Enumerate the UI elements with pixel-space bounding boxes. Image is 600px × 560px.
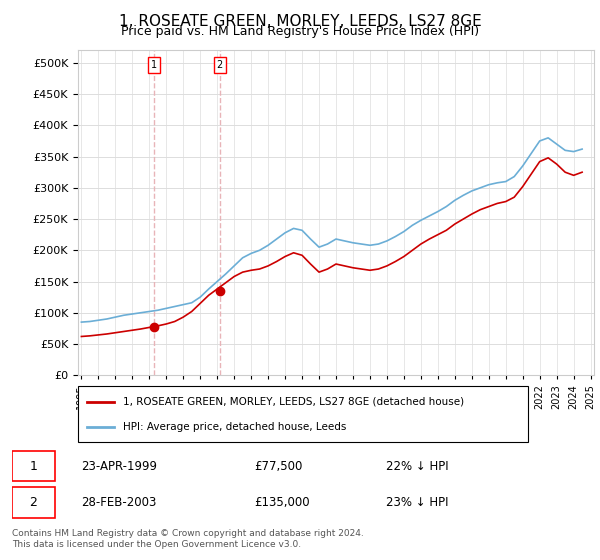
Text: 1: 1 [29, 460, 37, 473]
Text: 1, ROSEATE GREEN, MORLEY, LEEDS, LS27 8GE: 1, ROSEATE GREEN, MORLEY, LEEDS, LS27 8G… [119, 14, 481, 29]
Text: £77,500: £77,500 [254, 460, 302, 473]
Text: 28-FEB-2003: 28-FEB-2003 [81, 496, 157, 509]
FancyBboxPatch shape [12, 487, 55, 518]
Text: 1: 1 [151, 60, 157, 70]
Text: 23-APR-1999: 23-APR-1999 [81, 460, 157, 473]
Text: 22% ↓ HPI: 22% ↓ HPI [386, 460, 449, 473]
Text: 2: 2 [29, 496, 37, 509]
Text: HPI: Average price, detached house, Leeds: HPI: Average price, detached house, Leed… [123, 422, 346, 432]
Text: 2: 2 [217, 60, 223, 70]
FancyBboxPatch shape [12, 451, 55, 482]
Text: Price paid vs. HM Land Registry's House Price Index (HPI): Price paid vs. HM Land Registry's House … [121, 25, 479, 38]
Text: 1, ROSEATE GREEN, MORLEY, LEEDS, LS27 8GE (detached house): 1, ROSEATE GREEN, MORLEY, LEEDS, LS27 8G… [123, 396, 464, 407]
Text: Contains HM Land Registry data © Crown copyright and database right 2024.
This d: Contains HM Land Registry data © Crown c… [12, 529, 364, 549]
FancyBboxPatch shape [78, 386, 528, 442]
Text: £135,000: £135,000 [254, 496, 310, 509]
Text: 23% ↓ HPI: 23% ↓ HPI [386, 496, 449, 509]
